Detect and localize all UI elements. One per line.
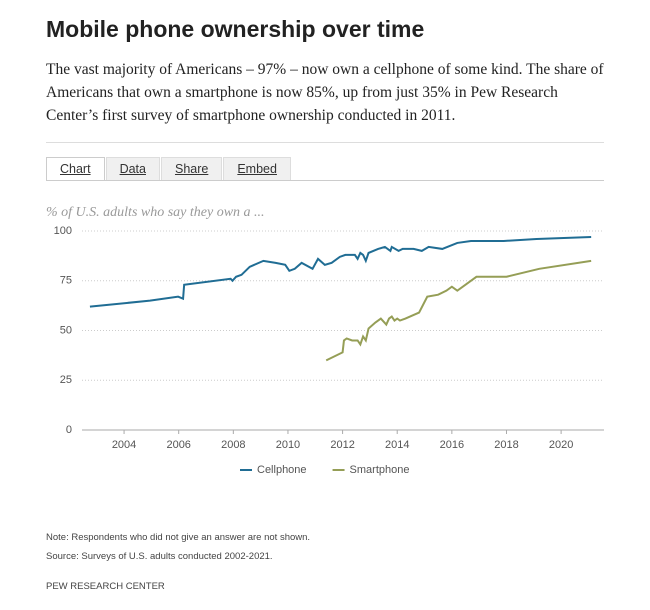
brand: PEW RESEARCH CENTER bbox=[46, 581, 165, 592]
x-tick-label: 2016 bbox=[440, 439, 464, 451]
x-tick-label: 2020 bbox=[549, 439, 573, 451]
y-axis-title: % of U.S. adults who say they own a ... bbox=[46, 205, 265, 220]
title: Mobile phone ownership over time bbox=[46, 16, 425, 42]
note: Note: Respondents who did not give an an… bbox=[46, 532, 311, 543]
x-tick-label: 2018 bbox=[494, 439, 518, 451]
legend-label: Cellphone bbox=[257, 464, 307, 476]
tab[interactable]: Embed bbox=[223, 157, 291, 180]
x-tick-label: 2012 bbox=[330, 439, 354, 451]
subtitle: The vast majority of Americans – 97% – n… bbox=[46, 61, 604, 124]
x-tick-label: 2008 bbox=[221, 439, 245, 451]
x-tick-label: 2006 bbox=[166, 439, 190, 451]
tab-bar: Chart Data Share Embed bbox=[46, 157, 604, 181]
tab[interactable]: Share bbox=[160, 157, 223, 180]
y-tick-label: 25 bbox=[60, 374, 72, 386]
legend-label: Smartphone bbox=[350, 464, 410, 476]
x-tick-label: 2010 bbox=[276, 439, 300, 451]
source: Source: Surveys of U.S. adults conducted… bbox=[46, 551, 273, 562]
divider bbox=[46, 142, 604, 143]
y-tick-label: 0 bbox=[66, 424, 72, 436]
tab[interactable]: Chart bbox=[46, 157, 105, 180]
chart: % of U.S. adults who say they own a ... … bbox=[46, 205, 604, 476]
x-tick-label: 2004 bbox=[112, 439, 136, 451]
y-tick-label: 100 bbox=[54, 225, 72, 237]
series-line bbox=[325, 259, 592, 362]
y-tick-label: 75 bbox=[60, 275, 72, 287]
tab[interactable]: Data bbox=[105, 157, 160, 180]
y-tick-label: 50 bbox=[60, 324, 72, 336]
x-tick-label: 2014 bbox=[385, 439, 409, 451]
series-line bbox=[89, 235, 592, 308]
